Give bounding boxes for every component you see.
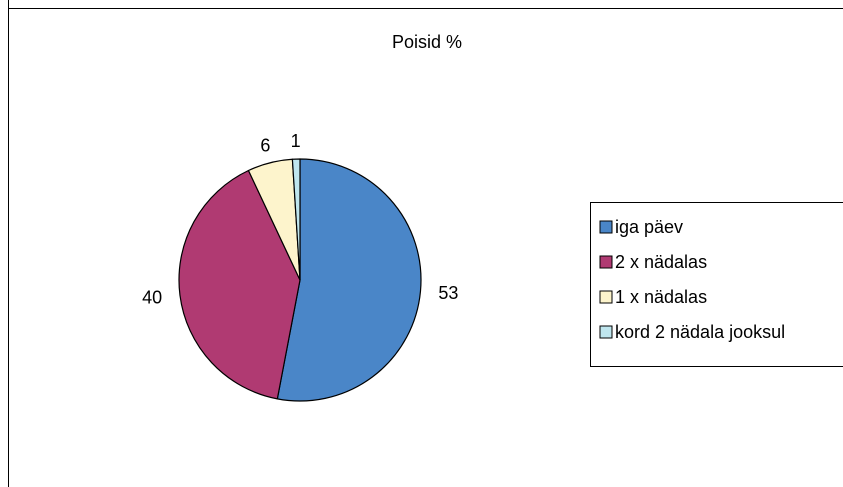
data-label-iga-paev: 53 [438, 283, 458, 303]
legend-swatch-1x-nadalas [599, 290, 613, 304]
legend-swatch-iga-paev [599, 220, 613, 234]
pie-slice-kord-2-nadala-jooksul [291, 158, 301, 281]
legend-label-1x-nadalas: 1 x nädalas [615, 287, 707, 307]
pie-slice-iga-paev [276, 158, 422, 402]
pie-slice-2x-nadalas [178, 169, 301, 400]
legend-label-2x-nadalas: 2 x nädalas [615, 252, 707, 272]
pie-slices [178, 158, 422, 402]
pie-data-labels: 53 40 6 1 [142, 131, 458, 307]
legend-label-iga-paev: iga päev [615, 217, 683, 237]
legend-swatch-kord-2-nadala-jooksul [599, 325, 613, 339]
legend-box [590, 202, 843, 367]
data-label-2x-nadalas: 40 [142, 287, 162, 307]
legend: iga päev 2 x nädalas 1 x nädalas kord 2 näd… [590, 202, 843, 367]
chart-title: Poisid % [392, 32, 462, 52]
legend-swatch-2x-nadalas [599, 255, 613, 269]
data-label-1x-nadalas: 6 [260, 135, 270, 155]
legend-items: iga päev 2 x nädalas 1 x nädalas kord 2 näd… [599, 217, 785, 342]
data-label-kord-2-nadala-jooksul: 1 [291, 131, 301, 151]
legend-label-kord-2-nadala-jooksul: kord 2 nädala jooksul [615, 322, 785, 342]
